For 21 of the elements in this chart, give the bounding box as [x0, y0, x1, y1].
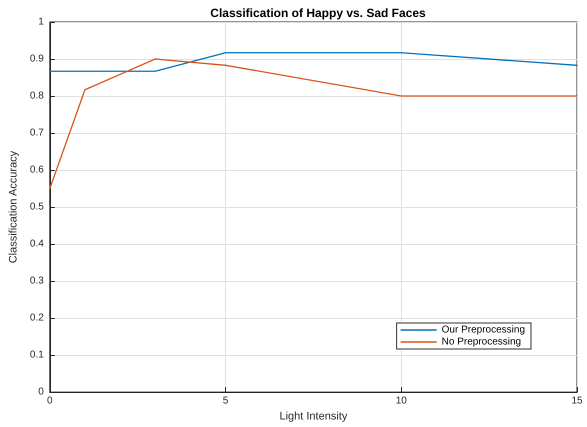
- x-tick-label: 10: [396, 396, 408, 407]
- chart-title: Classification of Happy vs. Sad Faces: [210, 6, 426, 20]
- x-tick-label: 0: [47, 396, 54, 407]
- y-tick-label: 0.7: [30, 128, 44, 139]
- y-tick-label: 0.5: [30, 202, 44, 213]
- y-tick-label: 0.6: [30, 164, 44, 176]
- y-tick-label: 0.2: [30, 312, 44, 324]
- y-tick-label: 0.3: [30, 276, 44, 287]
- y-tick-label: 0.9: [30, 54, 44, 65]
- x-tick-label: 5: [222, 396, 229, 407]
- y-tick-label: 0.8: [30, 90, 44, 102]
- y-tick-label: 0.4: [30, 238, 44, 250]
- y-tick-label: 0: [38, 386, 44, 398]
- y-tick-label: 1: [38, 16, 44, 28]
- legend-label: No Preprocessing: [442, 336, 522, 348]
- x-tick-label: 15: [571, 396, 583, 407]
- x-axis-title: Light Intensity: [279, 410, 348, 422]
- legend-label: Our Preprocessing: [442, 324, 526, 336]
- line-series: [49, 58, 578, 190]
- y-axis-title: Classification Accuracy: [8, 150, 20, 264]
- y-tick-label: 0.1: [30, 350, 44, 361]
